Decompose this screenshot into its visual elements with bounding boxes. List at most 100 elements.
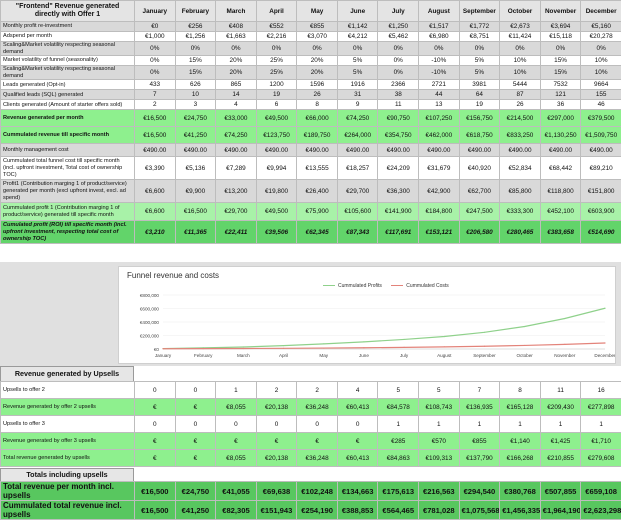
table-cell[interactable]: 1 (377, 415, 420, 433)
table-cell[interactable]: €247,500 (458, 202, 501, 222)
table-cell[interactable]: €151,943 (255, 500, 298, 520)
table-cell[interactable]: €552 (255, 21, 298, 32)
table-cell[interactable]: €41,250 (174, 500, 217, 520)
table-cell[interactable]: €189,750 (296, 126, 338, 145)
table-cell[interactable]: €1,000 (134, 31, 176, 42)
table-cell[interactable]: €13,555 (296, 156, 338, 181)
table-cell[interactable]: 9 (336, 99, 379, 111)
table-cell[interactable]: €490.00 (499, 143, 541, 158)
table-cell[interactable]: €166,268 (499, 449, 541, 467)
table-cell[interactable]: 2 (134, 99, 176, 111)
table-cell[interactable]: 0% (418, 40, 460, 57)
table-cell[interactable]: €1,130,250 (539, 126, 582, 145)
table-cell[interactable]: 4 (215, 99, 257, 111)
table-cell[interactable]: 19 (458, 99, 501, 111)
table-cell[interactable]: €379,500 (580, 109, 621, 128)
table-cell[interactable]: €206,580 (458, 220, 501, 245)
table-cell[interactable]: 0% (134, 65, 176, 81)
table-cell[interactable]: €19,800 (255, 179, 298, 204)
table-cell[interactable]: €277,898 (580, 398, 621, 416)
table-cell[interactable]: €490.00 (539, 143, 582, 158)
table-cell[interactable]: €175,613 (377, 481, 420, 501)
table-cell[interactable]: €388,853 (336, 500, 379, 520)
table-cell[interactable]: € (174, 398, 217, 416)
table-cell[interactable]: € (296, 432, 338, 450)
table-cell[interactable]: €507,855 (539, 481, 582, 501)
table-cell[interactable]: 433 (134, 79, 176, 91)
table-cell[interactable]: €9,994 (255, 156, 298, 181)
table-cell[interactable]: €36,248 (296, 449, 338, 467)
table-cell[interactable]: 2366 (377, 79, 420, 91)
table-cell[interactable]: 626 (174, 79, 217, 91)
table-cell[interactable]: 5 (418, 381, 460, 399)
table-cell[interactable]: €214,500 (499, 109, 541, 128)
table-cell[interactable]: €1,250 (377, 21, 420, 32)
table-cell[interactable]: €285 (377, 432, 420, 450)
table-cell[interactable]: €462,000 (418, 126, 460, 145)
table-cell[interactable]: €855 (296, 21, 338, 32)
table-cell[interactable]: € (174, 432, 217, 450)
table-cell[interactable]: €297,000 (539, 109, 582, 128)
table-cell[interactable]: €15,118 (539, 31, 582, 42)
table-cell[interactable]: € (215, 432, 257, 450)
table-cell[interactable]: 13 (418, 99, 460, 111)
table-cell[interactable]: €41,250 (174, 126, 217, 145)
table-cell[interactable]: €354,750 (377, 126, 420, 145)
table-cell[interactable]: €8,055 (215, 398, 257, 416)
table-cell[interactable]: €22,411 (215, 220, 257, 245)
table-cell[interactable]: €29,700 (336, 179, 379, 204)
table-cell[interactable]: €109,313 (418, 449, 460, 467)
table-cell[interactable]: €209,430 (539, 398, 582, 416)
table-cell[interactable]: €90,750 (377, 109, 420, 128)
table-cell[interactable]: 15% (539, 65, 582, 81)
table-cell[interactable]: €89,210 (580, 156, 621, 181)
table-cell[interactable]: €216,563 (418, 481, 460, 501)
table-cell[interactable]: €52,834 (499, 156, 541, 181)
table-cell[interactable]: €254,190 (296, 500, 338, 520)
table-cell[interactable]: €13,200 (215, 179, 257, 204)
table-cell[interactable]: 0 (296, 415, 338, 433)
table-cell[interactable]: €141,900 (377, 202, 420, 222)
table-cell[interactable]: €24,750 (174, 109, 217, 128)
table-cell[interactable]: 19 (255, 89, 298, 101)
table-cell[interactable]: €102,248 (296, 481, 338, 501)
table-cell[interactable]: 865 (215, 79, 257, 91)
table-cell[interactable]: 7532 (539, 79, 582, 91)
table-cell[interactable]: €16,500 (134, 481, 176, 501)
table-cell[interactable]: €490.00 (458, 143, 501, 158)
table-cell[interactable]: €603,900 (580, 202, 621, 222)
table-cell[interactable]: €855 (458, 432, 501, 450)
table-cell[interactable]: €7,289 (215, 156, 257, 181)
table-cell[interactable]: 36 (539, 99, 582, 111)
table-cell[interactable]: €105,600 (336, 202, 379, 222)
table-cell[interactable]: €383,658 (539, 220, 582, 245)
table-cell[interactable]: €1,964,190 (539, 500, 582, 520)
table-cell[interactable]: €85,800 (499, 179, 541, 204)
table-cell[interactable]: 0% (255, 40, 298, 57)
table-cell[interactable]: 16 (580, 381, 621, 399)
table-cell[interactable]: 10% (499, 55, 541, 67)
table-cell[interactable]: € (174, 449, 217, 467)
table-cell[interactable]: 0% (580, 40, 621, 57)
table-cell[interactable]: €210,855 (539, 449, 582, 467)
table-cell[interactable]: €16,500 (134, 109, 176, 128)
table-cell[interactable]: 1 (215, 381, 257, 399)
table-cell[interactable]: €26,400 (296, 179, 338, 204)
table-cell[interactable]: €49,500 (255, 109, 298, 128)
table-cell[interactable]: 8 (499, 381, 541, 399)
table-cell[interactable]: €118,800 (539, 179, 582, 204)
table-cell[interactable]: €490.00 (336, 143, 379, 158)
table-cell[interactable]: €68,442 (539, 156, 582, 181)
table-cell[interactable]: €75,900 (296, 202, 338, 222)
table-cell[interactable]: 0% (134, 40, 176, 57)
table-cell[interactable]: €1,509,750 (580, 126, 621, 145)
table-cell[interactable]: €2,623,298 (580, 500, 621, 520)
table-cell[interactable]: €1,256 (174, 31, 217, 42)
table-cell[interactable]: 5% (458, 55, 501, 67)
table-cell[interactable]: 5444 (499, 79, 541, 91)
table-cell[interactable]: 0% (336, 40, 379, 57)
table-cell[interactable]: 0% (134, 55, 176, 67)
table-cell[interactable]: €20,138 (255, 449, 298, 467)
table-cell[interactable]: €137,790 (458, 449, 501, 467)
table-cell[interactable]: €8,055 (215, 449, 257, 467)
